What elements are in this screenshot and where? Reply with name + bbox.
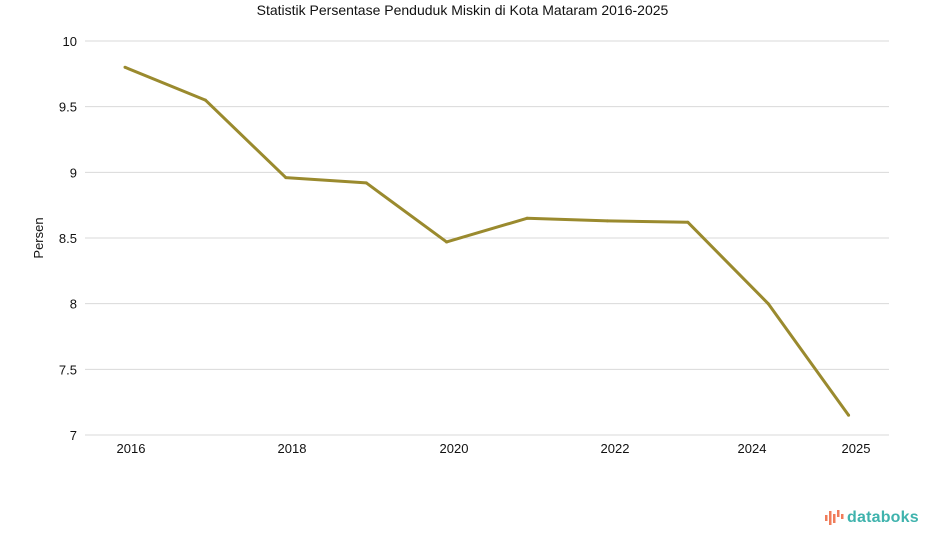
y-tick-label: 8 xyxy=(70,297,77,312)
x-tick-label: 2022 xyxy=(601,441,630,456)
data-point-2023[interactable] xyxy=(686,220,690,224)
x-tick-label: 2025 xyxy=(842,441,871,456)
data-point-2017[interactable] xyxy=(203,98,207,102)
chart-title: Statistik Persentase Penduduk Miskin di … xyxy=(256,2,669,18)
y-tick-label: 9 xyxy=(70,165,77,180)
data-point-2024[interactable] xyxy=(766,302,770,306)
logo-text: databoks xyxy=(847,509,919,526)
y-tick-label: 9.5 xyxy=(59,100,77,115)
data-point-2022[interactable] xyxy=(605,219,609,223)
databoks-logo: databoks xyxy=(824,509,919,527)
x-tick-label: 2024 xyxy=(738,441,767,456)
databoks-logo-icon xyxy=(825,510,844,525)
x-tick-label: 2020 xyxy=(440,441,469,456)
y-tick-label: 7.5 xyxy=(59,362,77,377)
y-axis-label: Persen xyxy=(31,217,46,258)
x-tick-label: 2016 xyxy=(117,441,146,456)
series-line xyxy=(124,65,850,417)
data-point-2019[interactable] xyxy=(364,181,368,185)
y-tick-label: 7 xyxy=(70,428,77,443)
data-point-2020[interactable] xyxy=(445,240,449,244)
y-tick-label: 8.5 xyxy=(59,231,77,246)
data-point-2018[interactable] xyxy=(284,176,288,180)
x-tick-label: 2018 xyxy=(278,441,307,456)
y-tick-label: 10 xyxy=(63,34,77,49)
data-point-2021[interactable] xyxy=(525,216,529,220)
data-point-2016[interactable] xyxy=(123,65,127,69)
data-point-2025[interactable] xyxy=(847,413,851,417)
